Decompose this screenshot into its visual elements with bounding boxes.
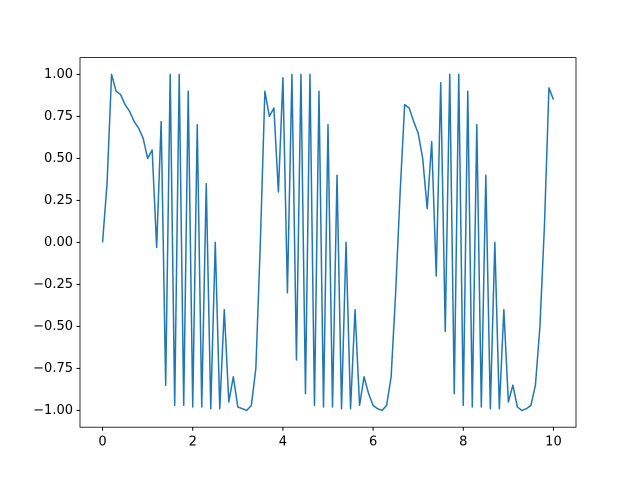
- y-tick-label: −0.75: [33, 361, 73, 376]
- y-tick-label: 0.25: [44, 193, 73, 208]
- y-tick-label: 0.50: [44, 151, 73, 166]
- x-tick-label: 10: [545, 435, 562, 450]
- y-tick-label: 0.00: [44, 235, 73, 250]
- y-tick-label: 1.00: [44, 67, 73, 82]
- x-tick-label: 2: [189, 435, 197, 450]
- y-tick-label: −0.50: [33, 319, 73, 334]
- x-tick-label: 0: [98, 435, 106, 450]
- x-tick-label: 6: [369, 435, 377, 450]
- y-tick-label: −1.00: [33, 403, 73, 418]
- data-line: [101, 73, 555, 412]
- y-tick-label: −0.25: [33, 277, 73, 292]
- y-tick-label: 0.75: [44, 109, 73, 124]
- x-tick-label: 8: [459, 435, 467, 450]
- x-tick-label: 4: [279, 435, 287, 450]
